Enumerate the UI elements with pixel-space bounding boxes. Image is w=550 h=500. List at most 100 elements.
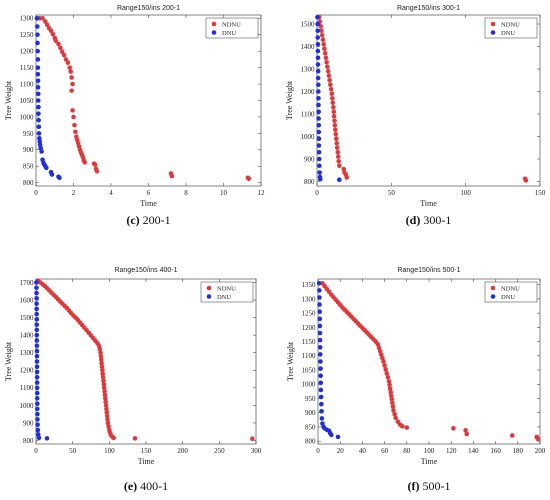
y-tick-label: 900 [304,155,315,163]
data-point-ndnu [102,389,107,394]
data-point-dnu [34,348,40,354]
x-tick-label: 0 [34,447,38,455]
data-point-ndnu [404,425,410,430]
data-point-ndnu [392,411,397,417]
data-point-ndnu [322,46,327,52]
x-tick-label: 0 [34,189,38,197]
data-point-dnu [35,91,41,97]
subfigure-caption: (c) 200-1 [126,213,170,227]
data-point-dnu [315,62,321,67]
data-point-ndnu [103,396,108,401]
data-point-dnu [317,330,323,336]
data-point-ndnu [104,406,109,412]
data-point-ndnu [331,104,336,110]
data-point-ndnu [72,122,77,128]
y-tick-label: 1300 [20,15,35,23]
data-point-ndnu [383,367,389,372]
data-point-dnu [34,390,40,396]
y-tick-label: 1100 [20,384,34,392]
data-point-dnu [36,104,41,110]
data-point-dnu [35,411,40,417]
data-point-ndnu [324,59,329,65]
y-tick-label: 1300 [302,295,317,303]
y-tick-label: 1700 [20,279,35,287]
x-tick-label: 60 [381,447,389,455]
data-point-dnu [34,296,39,301]
data-point-dnu [318,380,324,386]
data-point-dnu [315,41,321,47]
data-point-dnu [34,380,40,385]
data-point-dnu [318,359,323,364]
data-point-ndnu [381,359,386,364]
series-ndnu [320,280,541,442]
chart-title: Range150/ins 300-1 [397,5,460,12]
data-point-ndnu [73,129,78,135]
data-point-dnu [316,143,322,148]
data-point-dnu [35,32,40,38]
plot-frame [317,278,541,445]
chart-title: Range150/ins 200-1 [117,5,180,12]
data-point-dnu [49,172,55,177]
data-point-ndnu [400,424,405,429]
x-tick-label: 100 [460,189,471,197]
data-point-dnu [315,55,321,61]
data-point-ndnu [331,113,337,119]
plot-frame [35,14,262,187]
y-axis-label: Tree Weight [4,80,13,120]
data-point-ndnu [98,357,104,363]
caption-label: (f) [408,479,420,493]
x-tick-label: 120 [446,447,457,455]
x-tick-label: 200 [535,447,546,455]
y-tick-label: 950 [23,130,34,138]
data-point-ndnu [322,50,328,56]
x-tick-label: 10 [220,189,228,197]
data-point-ndnu [104,413,110,419]
data-point-ndnu [334,140,340,146]
data-point-ndnu [337,163,342,169]
data-point-ndnu [100,367,105,373]
data-point-dnu [34,280,39,285]
plot-frame [316,14,541,187]
data-point-dnu [317,344,323,350]
legend-marker-dnu [490,294,496,299]
data-point-ndnu [132,436,138,441]
plot-frame [35,278,257,445]
y-tick-label: 800 [305,438,316,446]
series-ndnu [35,278,255,442]
data-point-dnu [317,170,322,175]
data-point-ndnu [169,173,175,179]
data-point-ndnu [332,118,337,124]
data-point-dnu [44,165,49,171]
y-tick-label: 1250 [20,31,35,39]
legend-box [200,281,254,303]
data-point-dnu [35,406,40,412]
data-point-ndnu [386,379,392,384]
data-point-dnu [34,374,40,380]
data-point-ndnu [328,86,334,92]
x-axis-label: Time [140,199,157,208]
data-point-dnu [316,280,322,286]
data-point-ndnu [387,386,393,391]
data-point-dnu [335,434,341,440]
x-tick-label: 100 [104,447,115,455]
data-point-ndnu [320,37,326,43]
y-tick-label: 1200 [301,88,316,96]
data-point-dnu [34,343,40,349]
data-point-dnu [34,322,40,327]
data-point-dnu [317,337,323,343]
data-point-dnu [315,68,321,74]
data-point-dnu [35,78,41,84]
data-point-dnu [36,111,41,116]
data-point-dnu [34,353,40,359]
chart-title: Range150/ins 500-1 [397,267,460,274]
y-tick-label: 850 [23,163,34,171]
chart-panel-4: Range150/ins 500-1 0 20 40 60 80 100 120 140 160 1… [286,267,546,493]
legend-box [484,17,538,39]
y-tick-label: 1300 [301,65,316,73]
data-point-dnu [317,176,323,182]
series-dnu [34,15,62,181]
y-tick-label: 1250 [302,310,317,318]
x-axis-label: Time [421,457,438,466]
data-point-dnu [317,163,322,169]
y-tick-label: 850 [305,423,316,431]
